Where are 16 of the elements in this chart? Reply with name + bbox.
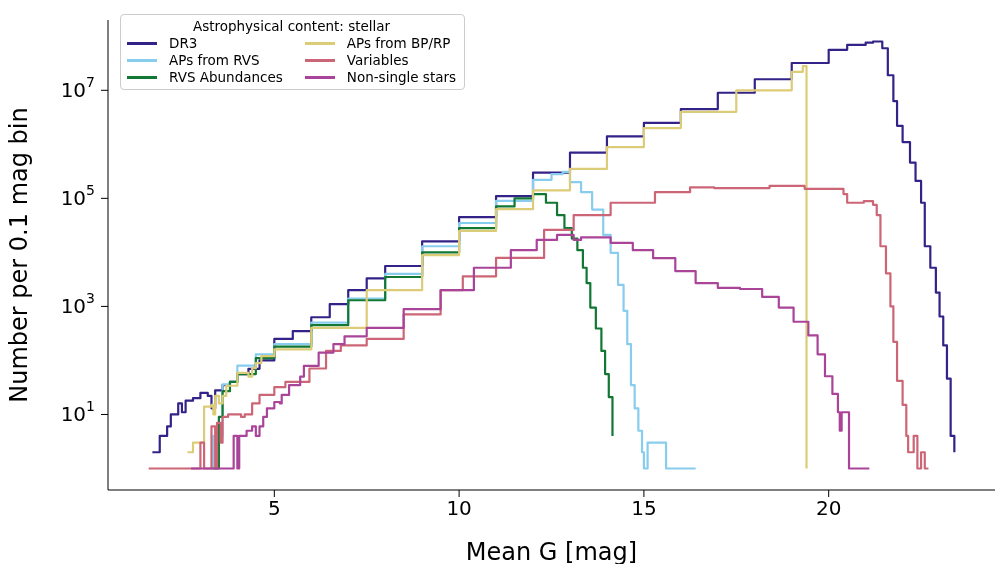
legend-label: Variables <box>346 52 409 68</box>
x-tick-label: 15 <box>631 496 657 520</box>
x-tick-label: 10 <box>446 496 472 520</box>
x-tick-label: 5 <box>267 496 281 520</box>
y-tick-label: 10$^{3}$ <box>60 290 95 319</box>
legend-label: APs from BP/RP <box>346 35 451 51</box>
legend-label: DR3 <box>169 35 198 51</box>
y-tick-label: 10$^{5}$ <box>60 182 95 211</box>
y-tick-label: 10$^{7}$ <box>60 74 95 103</box>
x-tick-label: 20 <box>815 496 842 520</box>
legend-label: Non-single stars <box>346 69 457 85</box>
y-tick-label: 10$^{1}$ <box>60 398 95 427</box>
legend-label: APs from RVS <box>169 52 260 68</box>
legend-label: RVS Abundances <box>169 69 283 85</box>
legend-title: Astrophysical content: stellar <box>191 18 392 34</box>
y-axis-title: Number per 0.1 mag bin <box>4 107 33 403</box>
